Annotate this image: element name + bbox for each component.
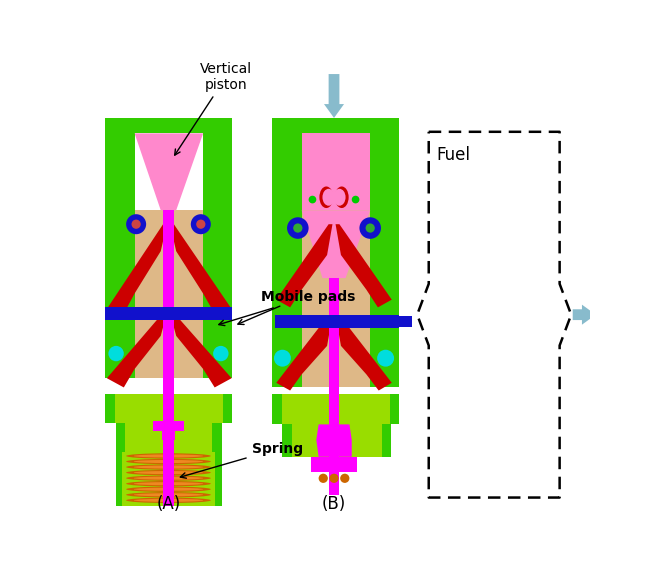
Polygon shape [336, 224, 392, 307]
Polygon shape [276, 224, 332, 307]
Polygon shape [107, 224, 167, 316]
Bar [203, 211, 233, 378]
Bar [116, 452, 221, 506]
Circle shape [359, 217, 381, 239]
Ellipse shape [126, 487, 211, 492]
Bar [105, 133, 135, 211]
Ellipse shape [126, 453, 211, 459]
Ellipse shape [134, 499, 203, 502]
Ellipse shape [134, 471, 203, 474]
Circle shape [196, 219, 206, 229]
Polygon shape [302, 211, 370, 278]
Bar [302, 133, 370, 211]
Bar [116, 452, 122, 506]
FancyArrow shape [573, 305, 596, 325]
Ellipse shape [134, 488, 203, 491]
Bar [135, 211, 203, 378]
Ellipse shape [126, 481, 211, 486]
Ellipse shape [126, 459, 211, 464]
Bar [105, 394, 114, 423]
Circle shape [365, 223, 375, 233]
Ellipse shape [319, 187, 333, 208]
Ellipse shape [323, 189, 335, 206]
Bar [275, 315, 399, 328]
Circle shape [126, 214, 146, 234]
Bar [302, 211, 370, 387]
Bar [273, 394, 399, 424]
Polygon shape [107, 313, 167, 387]
Ellipse shape [126, 464, 211, 470]
Bar [212, 423, 221, 452]
Polygon shape [170, 313, 232, 387]
Bar [283, 424, 292, 457]
Circle shape [213, 346, 229, 362]
Bar [382, 424, 391, 457]
Bar [105, 394, 233, 423]
Polygon shape [316, 424, 351, 457]
Ellipse shape [126, 476, 211, 481]
Bar [399, 316, 412, 328]
Bar [105, 118, 233, 133]
Bar [163, 211, 174, 426]
Bar [116, 423, 221, 452]
Circle shape [351, 196, 359, 204]
Polygon shape [170, 224, 232, 316]
Circle shape [377, 350, 394, 367]
Ellipse shape [134, 477, 203, 480]
Bar [223, 394, 233, 423]
Text: (B): (B) [322, 495, 346, 513]
Circle shape [131, 219, 141, 229]
Ellipse shape [333, 189, 346, 206]
Circle shape [191, 214, 211, 234]
Bar [105, 307, 233, 319]
Circle shape [329, 474, 338, 483]
Ellipse shape [134, 493, 203, 496]
Text: Spring: Spring [180, 442, 303, 478]
Bar [116, 423, 125, 452]
Bar [390, 394, 399, 424]
Polygon shape [276, 315, 332, 391]
Text: Fuel: Fuel [436, 146, 470, 164]
Bar [283, 424, 391, 457]
FancyArrow shape [324, 74, 344, 118]
Bar [273, 394, 282, 424]
Text: Mobile pads: Mobile pads [219, 290, 355, 326]
Circle shape [274, 350, 291, 367]
Bar [370, 211, 399, 387]
Ellipse shape [126, 492, 211, 497]
Circle shape [287, 217, 309, 239]
Text: (A): (A) [156, 495, 181, 513]
Circle shape [340, 474, 350, 483]
Ellipse shape [126, 498, 211, 503]
Bar [273, 118, 399, 133]
Bar [203, 133, 233, 211]
Bar [370, 133, 399, 211]
Bar [215, 452, 221, 506]
Bar [328, 278, 340, 494]
Text: Vertical
piston: Vertical piston [175, 61, 252, 155]
Polygon shape [135, 133, 203, 211]
Ellipse shape [126, 470, 211, 475]
Circle shape [108, 346, 124, 362]
Ellipse shape [134, 460, 203, 463]
Ellipse shape [134, 466, 203, 469]
Bar [163, 440, 174, 506]
Circle shape [319, 474, 328, 483]
Polygon shape [336, 315, 392, 391]
Circle shape [293, 223, 302, 233]
Circle shape [309, 196, 316, 204]
Bar [328, 457, 340, 495]
Ellipse shape [335, 187, 349, 208]
Bar [273, 133, 302, 211]
Bar [105, 211, 135, 378]
Bar [311, 457, 357, 472]
Ellipse shape [134, 482, 203, 485]
Ellipse shape [134, 455, 203, 457]
Polygon shape [153, 421, 184, 440]
Bar [273, 211, 302, 387]
